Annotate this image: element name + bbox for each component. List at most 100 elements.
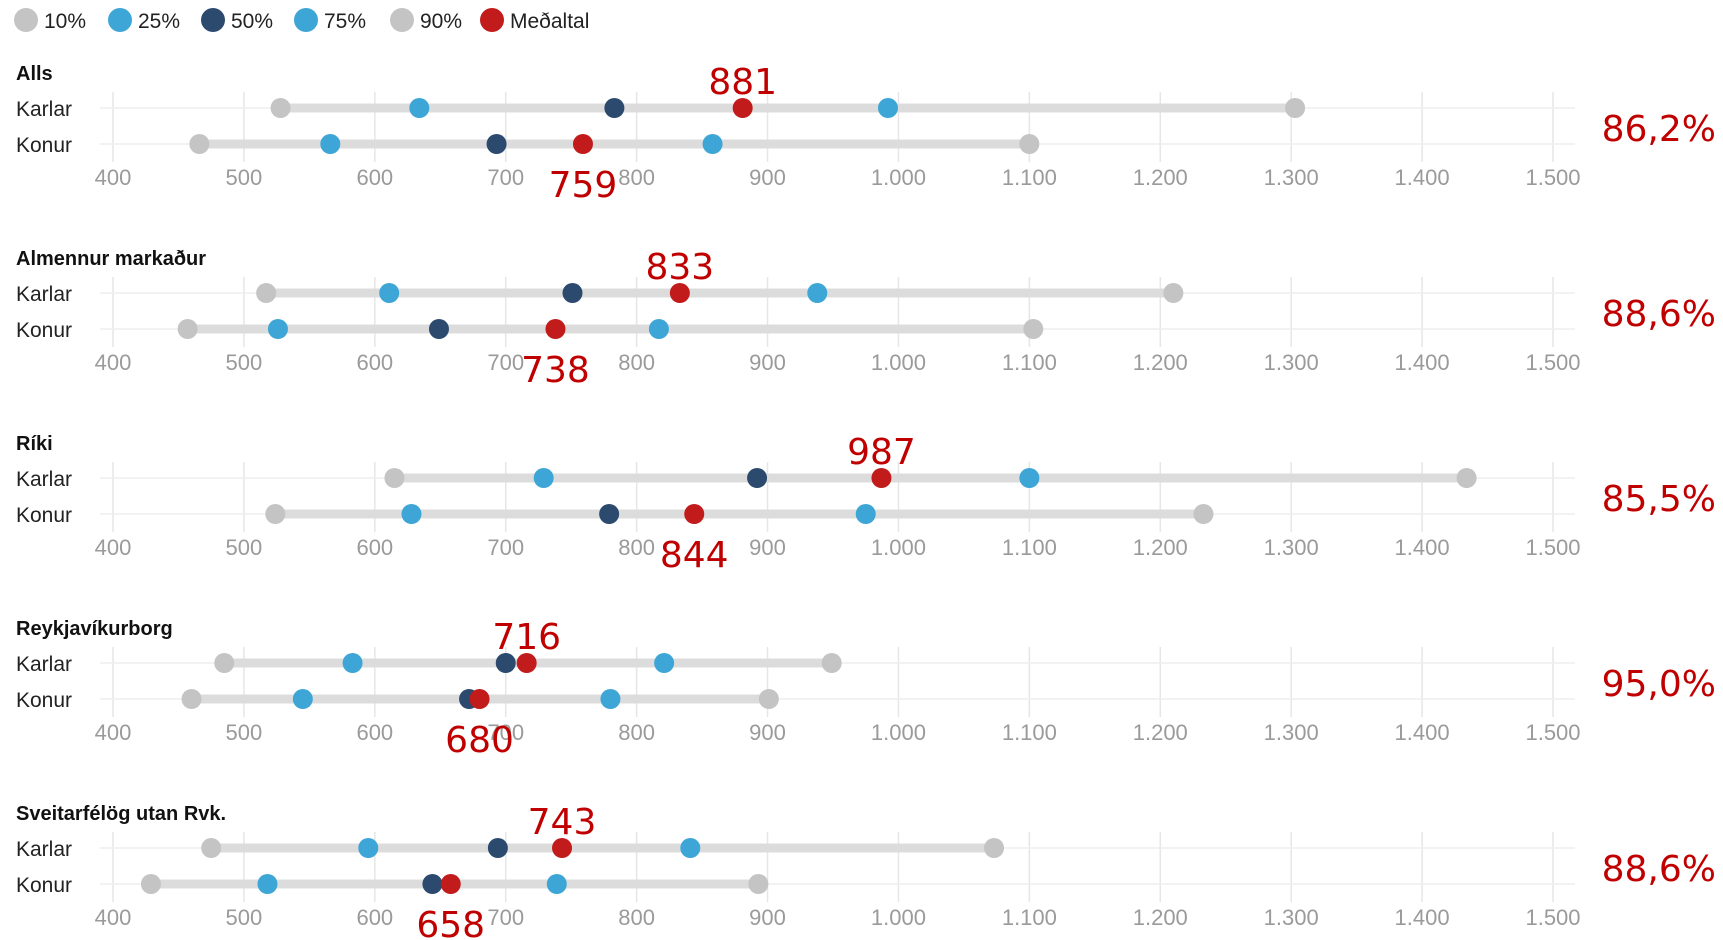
- mean-value-label: 833: [645, 247, 714, 288]
- legend-label: 50%: [231, 10, 273, 33]
- chart-panels: Alls 400 500 600 700 800 900 1.000 1.100 1.200 1.3…: [16, 62, 1716, 940]
- tick-label: 1.400: [1395, 720, 1450, 745]
- dot-p10: [201, 838, 222, 858]
- mean-value-label: 680: [445, 720, 514, 761]
- dot-p25: [409, 98, 430, 118]
- dot-mean: [469, 689, 490, 709]
- tick-label: 1.200: [1133, 905, 1188, 930]
- dot-p50: [495, 653, 516, 673]
- dot-mean: [552, 838, 573, 858]
- tick-label: 1.100: [1002, 535, 1057, 560]
- legend-label: Meðaltal: [510, 10, 589, 33]
- dot-p75: [807, 283, 828, 303]
- dot-p25: [292, 689, 313, 709]
- tick-label: 900: [749, 905, 786, 930]
- panel-title: Almennur markaður: [16, 248, 206, 270]
- dot-p50: [747, 468, 768, 488]
- row-label: Konur: [16, 874, 72, 897]
- tick-label: 500: [226, 165, 263, 190]
- dot-p75: [600, 689, 621, 709]
- dot-p25: [358, 838, 379, 858]
- tick-label: 1.500: [1525, 535, 1580, 560]
- mean-value-label: 716: [492, 617, 561, 658]
- dot-p10: [177, 319, 198, 339]
- mean-value-label: 844: [660, 535, 729, 576]
- legend-swatch: [294, 8, 318, 32]
- dot-p25: [533, 468, 554, 488]
- legend-label: 10%: [44, 10, 86, 33]
- tick-label: 1.200: [1133, 350, 1188, 375]
- dot-p90: [1193, 504, 1214, 524]
- tick-label: 1.500: [1525, 350, 1580, 375]
- dot-p90: [1019, 134, 1040, 154]
- dot-p50: [428, 319, 449, 339]
- ratio-label: 85,5%: [1602, 479, 1716, 520]
- legend-swatch: [390, 8, 414, 32]
- row-label: Karlar: [16, 653, 72, 676]
- dot-p10: [256, 283, 277, 303]
- dot-mean: [871, 468, 892, 488]
- tick-label: 400: [95, 165, 132, 190]
- dot-p10: [181, 689, 202, 709]
- row-label: Konur: [16, 319, 72, 342]
- tick-label: 1.400: [1395, 535, 1450, 560]
- dot-p25: [379, 283, 400, 303]
- row-label: Karlar: [16, 838, 72, 861]
- panel-title: Alls: [16, 63, 53, 85]
- ratio-label: 88,6%: [1602, 849, 1716, 890]
- legend-swatch: [201, 8, 225, 32]
- legend-label: 90%: [420, 10, 462, 33]
- mean-value-label: 658: [416, 905, 485, 940]
- tick-label: 1.000: [871, 535, 926, 560]
- dot-p50: [422, 874, 443, 894]
- tick-label: 600: [356, 165, 393, 190]
- tick-label: 1.100: [1002, 720, 1057, 745]
- dot-mean: [516, 653, 537, 673]
- dot-p75: [855, 504, 876, 524]
- dot-p25: [267, 319, 288, 339]
- tick-label: 700: [487, 535, 524, 560]
- dot-p75: [648, 319, 669, 339]
- tick-label: 400: [95, 720, 132, 745]
- tick-label: 1.300: [1264, 165, 1319, 190]
- panel-0: Alls 400 500 600 700 800 900 1.000 1.100 1.200 1.3…: [16, 62, 1716, 206]
- dot-p90: [758, 689, 779, 709]
- dot-p75: [546, 874, 567, 894]
- tick-label: 1.400: [1395, 905, 1450, 930]
- tick-label: 700: [487, 350, 524, 375]
- tick-label: 500: [226, 350, 263, 375]
- tick-label: 400: [95, 535, 132, 560]
- legend-swatch: [480, 8, 504, 32]
- panel-1: Almennur markaður 400 500 600 700 800 900 1.000…: [16, 247, 1716, 391]
- row-label: Konur: [16, 134, 72, 157]
- tick-label: 700: [487, 165, 524, 190]
- tick-label: 600: [356, 350, 393, 375]
- tick-label: 800: [618, 905, 655, 930]
- legend-swatch: [108, 8, 132, 32]
- tick-label: 600: [356, 535, 393, 560]
- tick-label: 900: [749, 350, 786, 375]
- tick-label: 900: [749, 535, 786, 560]
- tick-label: 1.500: [1525, 165, 1580, 190]
- panel-4: Sveitarfélög utan Rvk. 400 500 600 700 800 900…: [16, 802, 1716, 940]
- tick-label: 400: [95, 350, 132, 375]
- tick-label: 1.000: [871, 720, 926, 745]
- dot-p90: [984, 838, 1005, 858]
- dot-mean: [545, 319, 566, 339]
- tick-label: 1.200: [1133, 720, 1188, 745]
- tick-label: 1.500: [1525, 905, 1580, 930]
- tick-label: 1.300: [1264, 350, 1319, 375]
- dot-p50: [599, 504, 620, 524]
- tick-label: 500: [226, 535, 263, 560]
- dot-mean: [732, 98, 753, 118]
- dot-p90: [1163, 283, 1184, 303]
- dot-p25: [342, 653, 363, 673]
- dot-p75: [654, 653, 675, 673]
- row-label: Karlar: [16, 98, 72, 121]
- dot-p10: [384, 468, 405, 488]
- dot-p10: [140, 874, 161, 894]
- tick-label: 1.000: [871, 905, 926, 930]
- tick-label: 1.400: [1395, 165, 1450, 190]
- tick-label: 900: [749, 720, 786, 745]
- ratio-label: 86,2%: [1602, 109, 1716, 150]
